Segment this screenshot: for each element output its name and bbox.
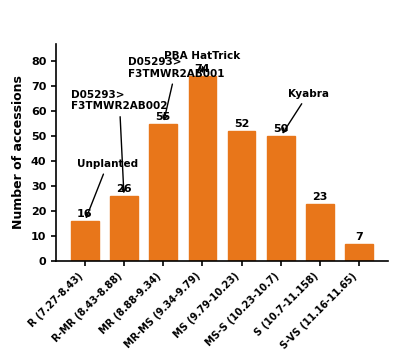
Text: 26: 26 [116, 184, 132, 194]
Bar [228, 131, 255, 261]
Text: 7: 7 [355, 232, 363, 242]
Text: 16: 16 [77, 209, 93, 219]
Text: 52: 52 [234, 119, 249, 129]
Text: 23: 23 [312, 192, 328, 202]
Bar [346, 244, 373, 261]
Text: 55: 55 [156, 112, 171, 122]
Text: 74: 74 [194, 64, 210, 74]
Bar [267, 136, 294, 261]
Text: Kyabra: Kyabra [283, 89, 329, 132]
Bar [189, 76, 216, 261]
Text: 50: 50 [273, 124, 288, 134]
Bar [71, 221, 98, 261]
Text: D05293>
F3TMWR2AB001: D05293> F3TMWR2AB001 [128, 57, 224, 119]
Text: Unplanted: Unplanted [77, 159, 138, 217]
Text: D05293>
F3TMWR2AB002: D05293> F3TMWR2AB002 [71, 90, 168, 192]
Bar [150, 124, 177, 261]
Bar [110, 196, 138, 261]
Bar [306, 204, 334, 261]
X-axis label: Best linear unbiased estimates ($\it{P. thornei}$/kg soil): Best linear unbiased estimates ($\it{P. … [50, 362, 394, 363]
Y-axis label: Number of accessions: Number of accessions [12, 76, 25, 229]
Text: PBA HatTrick: PBA HatTrick [164, 51, 240, 72]
